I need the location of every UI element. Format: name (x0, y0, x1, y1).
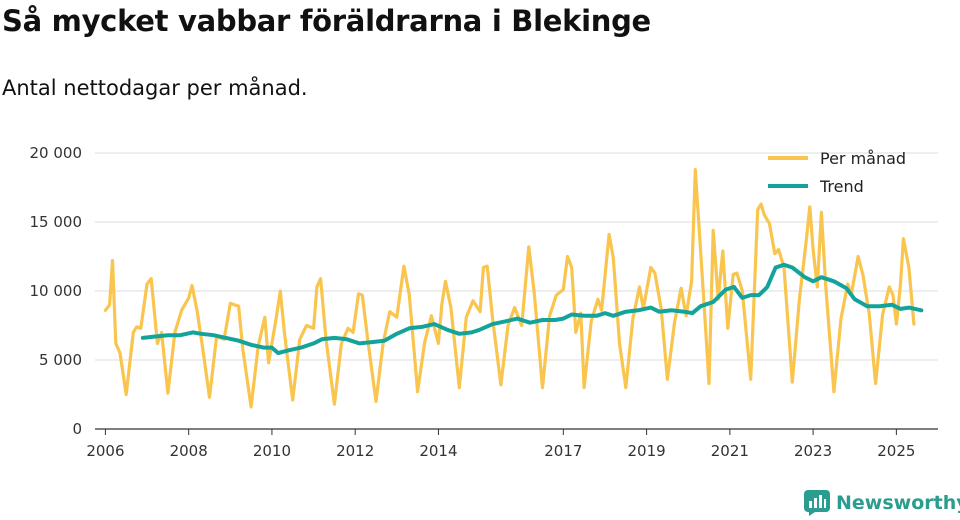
x-tick-label: 2014 (419, 442, 457, 460)
x-tick-label: 2006 (86, 442, 124, 460)
legend: Per månad Trend (768, 149, 906, 196)
y-tick-label: 15 000 (30, 213, 83, 231)
x-tick-label: 2012 (336, 442, 374, 460)
x-tick-label: 2021 (711, 442, 749, 460)
x-tick-label: 2008 (170, 442, 208, 460)
series (103, 168, 924, 409)
axes: 0 5 000 10 000 15 000 20 000 2006 2008 2010 2012… (30, 144, 938, 460)
y-tick-label: 10 000 (30, 282, 83, 300)
x-tick-label: 2023 (794, 442, 832, 460)
y-tick-label: 20 000 (30, 144, 83, 162)
legend-label: Per månad (820, 149, 906, 168)
gridlines (95, 152, 938, 361)
chart-subtitle: Antal nettodagar per månad. (2, 76, 308, 100)
legend-label: Trend (819, 177, 864, 196)
series-line-per-manad (103, 168, 916, 409)
x-tick-label: 2025 (877, 442, 915, 460)
chart-title: Så mycket vabbar föräldrarna i Blekinge (2, 4, 651, 38)
y-tick-label: 5 000 (39, 351, 82, 369)
x-tick-label: 2019 (627, 442, 665, 460)
newsworthy-logo-icon (804, 490, 830, 516)
brand-name: Newsworthy (836, 492, 960, 514)
y-tick-label: 0 (72, 420, 82, 438)
series-line-trend (140, 262, 924, 356)
brand-logo[interactable]: Newsworthy (804, 490, 960, 516)
x-tick-label: 2010 (253, 442, 291, 460)
x-tick-label: 2017 (544, 442, 582, 460)
